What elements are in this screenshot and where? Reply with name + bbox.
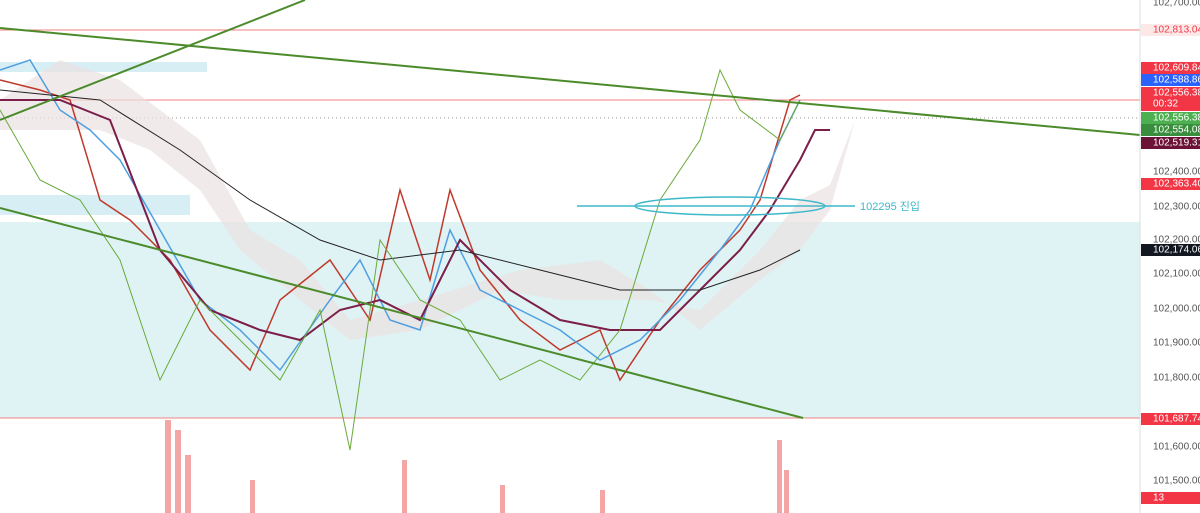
annotation: 102295 진입 [860,200,920,213]
price-tag-label: 102,519.31 [1153,138,1200,149]
price-tick: 102,100.00 [1153,269,1200,280]
price-tag [1141,62,1200,74]
moving-average [0,89,801,291]
price-tick: 102,000.00 [1153,304,1200,315]
price-tag-label: 102,554.08 [1153,125,1200,136]
price-tag-label: 13 [1153,493,1165,504]
price-tag [1141,24,1200,36]
price-tick: 102,700.00 [1153,0,1200,9]
price-tag-label: 102,363.40 [1153,179,1200,190]
price-tick: 102,400.00 [1153,167,1200,178]
zone [0,62,207,72]
lagging-span [0,68,801,451]
price-tag-label: 101,687.74 [1153,414,1200,425]
price-tag [1141,124,1200,136]
price-tick: 101,600.00 [1153,442,1200,453]
volume [165,420,789,513]
price-tick: 101,800.00 [1153,373,1200,384]
price-tag [1141,87,1200,111]
cloud [0,60,855,340]
price-tag-label: 102,556.38 [1153,88,1200,99]
price-tag [1141,244,1200,256]
price-tick: 102,200.00 [1153,235,1200,246]
price-tag [1141,413,1200,425]
trendline [0,207,804,419]
countdown: 00:32 [1153,99,1178,110]
conversion-line [0,59,801,372]
price-tick: 102,300.00 [1153,202,1200,213]
price-tag-label: 102,609.84 [1153,63,1200,74]
price [0,79,801,382]
price-tag [1141,492,1200,504]
base-line [0,99,830,342]
price-tag-label: 102,813.04 [1153,25,1200,36]
price-tag [1141,178,1200,190]
trendline [0,0,306,121]
price-tag [1141,112,1200,124]
price-tick: 101,900.00 [1153,338,1200,349]
price-tick: 101,500.00 [1153,476,1200,487]
price-tag-label: 102,556.38 [1153,113,1200,124]
zone [0,195,190,215]
price-tag-label: 102,174.06 [1153,245,1200,256]
price-tag [1141,74,1200,86]
price-tag [1141,137,1200,149]
price-tag-label: 102,588.86 [1153,75,1200,86]
zone [0,222,1140,418]
